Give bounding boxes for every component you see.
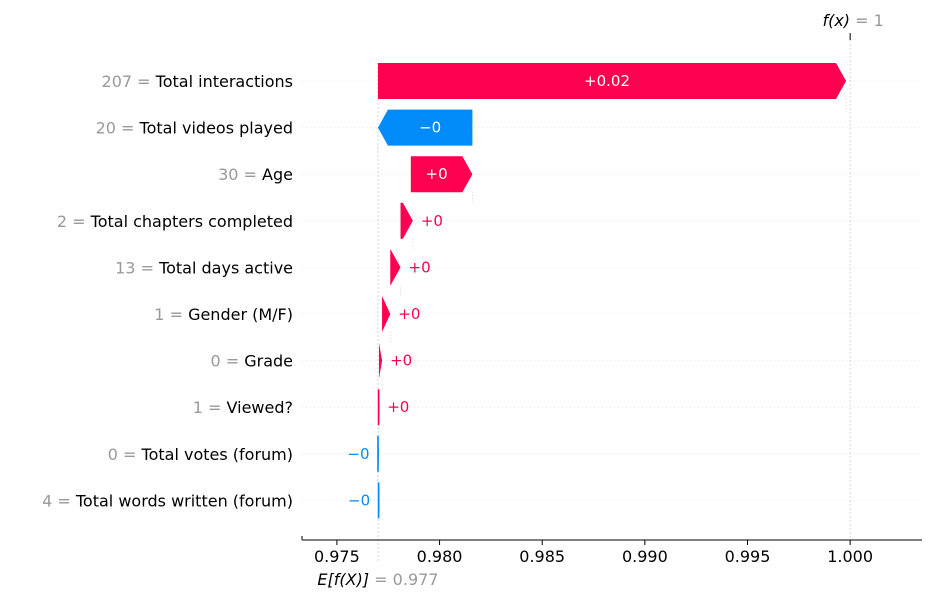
output-value-label: f(x) = 1 [822,11,883,30]
feature-label: 30 = Age [218,165,293,184]
feature-value: 4 = [42,491,76,510]
x-tick-label: 0.990 [622,547,668,566]
bar-total-words-written-forum- [377,482,380,519]
feature-value: 2 = [57,211,91,230]
x-tick-label: 0.985 [519,547,565,566]
feature-name: Total days active [158,258,293,277]
x-axis: 0.975 0.980 0.985 0.990 0.995 1.000 [301,536,922,566]
x-tick-label: 0.995 [725,547,771,566]
feature-name: Total videos played [139,118,293,137]
feature-name: Grade [244,351,293,370]
bar-total-votes-forum- [377,435,379,472]
feature-label: 0 = Grade [210,351,293,370]
feature-value: 1 = [154,305,188,324]
feature-name: Total votes (forum) [141,444,293,463]
feature-label: 4 = Total words written (forum) [42,491,293,510]
x-tick-label: 1.000 [827,547,873,566]
feature-label: 20 = Total videos played [96,118,293,137]
bar-total-videos-played [377,109,473,146]
output-value-func: f(x) [822,11,850,30]
base-value-number: = 0.977 [369,570,438,589]
contribution-bars: +0.02 −0 +0 +0 +0 +0 +0 +0 −0 −0 [347,63,847,519]
feature-label: 2 = Total chapters completed [57,211,293,230]
bar-value-label: −0 [347,445,369,463]
output-value-number: = 1 [850,11,884,30]
feature-value: 20 = [96,118,140,137]
reference-lines [377,33,851,562]
feature-name: Gender (M/F) [188,305,293,324]
feature-name: Total chapters completed [90,211,293,230]
bar-grade [378,342,383,379]
feature-value: 1 = [193,398,227,417]
base-value-label: E[f(X)] = 0.977 [317,570,438,589]
value-annotations: E[f(X)] = 0.977 f(x) = 1 [317,11,883,589]
feature-label: 1 = Gender (M/F) [154,305,293,324]
feature-labels: 207 = Total interactions 20 = Total video… [42,72,293,510]
bar-gender-m-f- [382,296,391,332]
bar-value-label: +0 [398,305,420,323]
bar-value-label: +0 [390,352,412,370]
bar-total-interactions [377,63,847,99]
feature-label: 1 = Viewed? [193,398,293,417]
bar-value-label: +0.02 [584,72,630,90]
bar-value-label: +0 [387,398,409,416]
feature-label: 13 = Total days active [115,258,293,277]
bar-value-label: +0 [409,258,431,276]
bar-value-label: −0 [348,491,370,509]
feature-value: 30 = [218,165,262,184]
feature-value: 0 = [210,351,244,370]
x-tick-label: 0.975 [314,547,360,566]
bar-age [410,156,473,193]
bar-value-label: +0 [426,165,448,183]
feature-value: 13 = [115,258,159,277]
bar-viewed- [377,389,380,426]
bar-total-days-active [390,249,401,286]
feature-name: Age [262,165,293,184]
base-value-func: E[f(X)] [317,570,369,589]
bar-total-chapters-completed [400,202,413,239]
feature-name: Viewed? [227,398,293,417]
feature-label: 207 = Total interactions [102,72,293,91]
x-tick-label: 0.980 [417,547,463,566]
feature-value: 207 = [102,72,156,91]
bar-value-label: +0 [421,212,443,230]
bar-value-label: −0 [419,119,441,137]
feature-name: Total words written (forum) [75,491,293,510]
feature-label: 0 = Total votes (forum) [108,444,293,463]
feature-name: Total interactions [155,72,293,91]
feature-value: 0 = [108,444,142,463]
